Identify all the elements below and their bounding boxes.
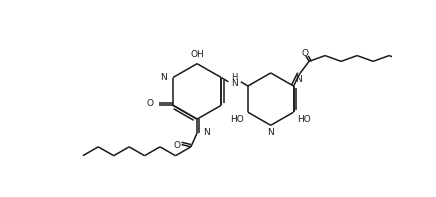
Text: HO: HO bbox=[297, 115, 311, 124]
Text: N: N bbox=[160, 73, 167, 82]
Text: O: O bbox=[302, 49, 309, 58]
Text: OH: OH bbox=[190, 50, 204, 59]
Text: O: O bbox=[174, 141, 181, 150]
Text: N: N bbox=[231, 79, 238, 88]
Text: N: N bbox=[203, 128, 210, 138]
Text: N: N bbox=[267, 128, 274, 138]
Text: O: O bbox=[146, 99, 153, 108]
Text: H: H bbox=[232, 73, 238, 82]
Text: HO: HO bbox=[230, 115, 244, 124]
Text: N: N bbox=[295, 75, 302, 84]
